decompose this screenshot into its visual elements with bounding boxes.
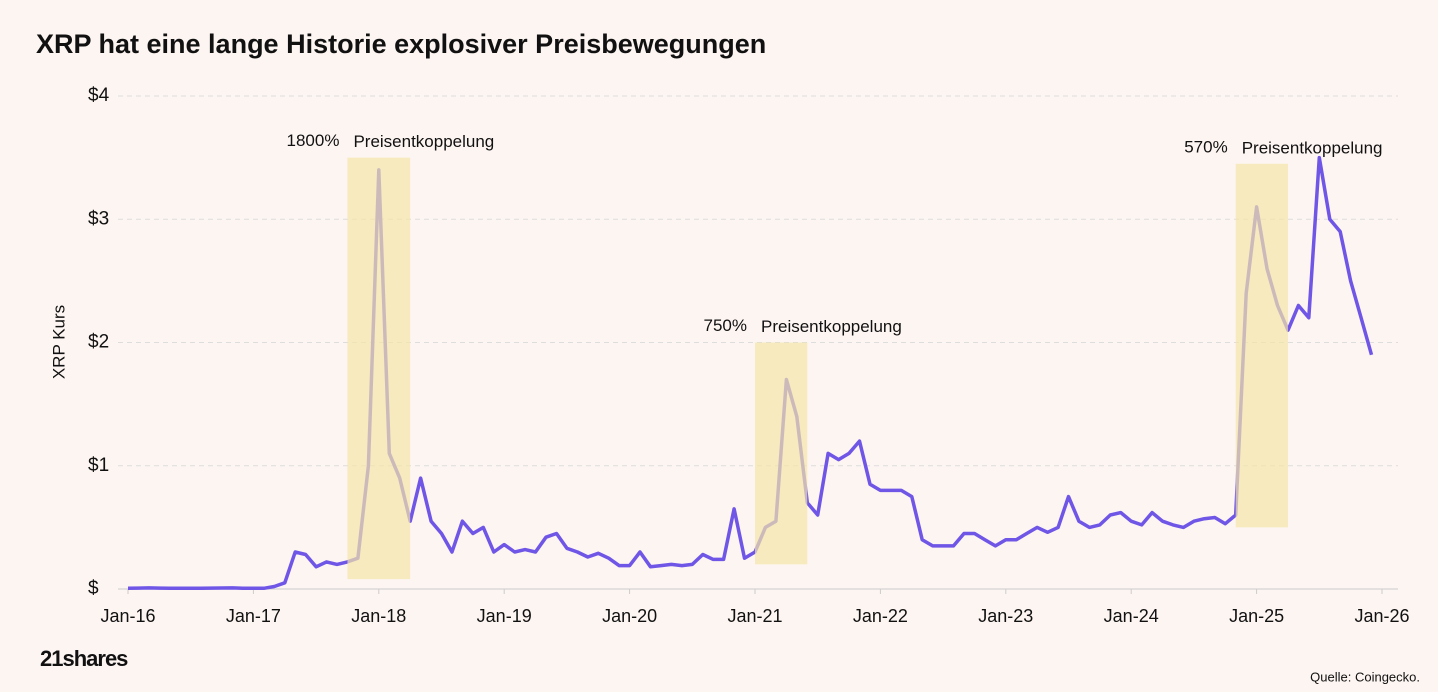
price-line (127, 155, 1374, 591)
x-tick-label: Jan-23 (978, 606, 1033, 626)
annotation-gain: 750% (704, 316, 747, 335)
highlight-region (1235, 163, 1288, 528)
annotation-gain: 570% (1184, 137, 1227, 156)
x-tick-label: Jan-19 (477, 606, 532, 626)
y-tick-label: $ (88, 578, 99, 599)
x-tick-label: Jan-24 (1104, 606, 1159, 626)
y-tick-label: $4 (88, 85, 110, 106)
annotation-text: Preisentkoppelung (1242, 138, 1383, 157)
y-tick-label: $1 (88, 455, 109, 476)
annotation-gain: 1800% (287, 131, 340, 150)
y-tick-label: $2 (88, 332, 109, 353)
annotation-text: Preisentkoppelung (761, 317, 902, 336)
brand: 21shares (40, 646, 128, 671)
x-tick-label: Jan-16 (100, 606, 155, 626)
chart-title: XRP hat eine lange Historie explosiver P… (36, 29, 766, 59)
y-axis-label: XRP Kurs (49, 305, 68, 379)
x-tick-label: Jan-17 (226, 606, 281, 626)
x-tick-label: Jan-25 (1229, 606, 1284, 626)
highlight-region (755, 342, 808, 565)
source: Quelle: Coingecko. (1310, 669, 1420, 684)
y-tick-label: $3 (88, 208, 109, 229)
x-tick-label: Jan-22 (853, 606, 908, 626)
highlight-region (347, 157, 411, 580)
x-tick-label: Jan-26 (1354, 606, 1409, 626)
x-tick-label: Jan-21 (727, 606, 782, 626)
x-tick-label: Jan-20 (602, 606, 657, 626)
annotation-text: Preisentkoppelung (353, 132, 494, 151)
x-tick-label: Jan-18 (351, 606, 406, 626)
